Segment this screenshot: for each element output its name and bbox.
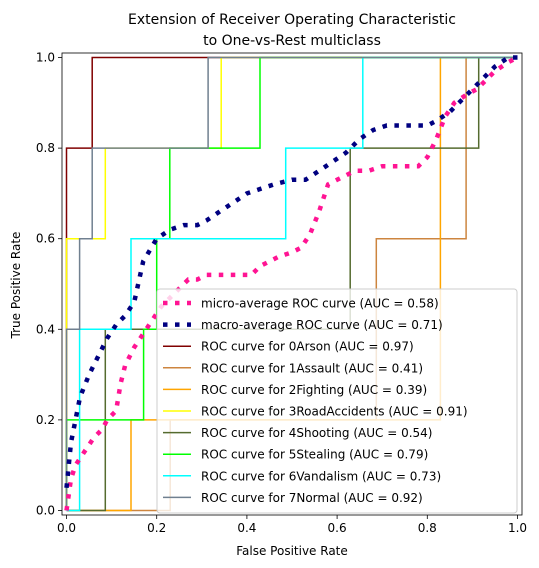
legend-box (156, 288, 518, 514)
axes-frame (61, 52, 523, 516)
legend-label-9: ROC curve for 7Normal (AUC = 0.92) (201, 491, 423, 505)
x-axis-label: False Positive Rate (236, 544, 348, 558)
legend-label-0: micro-average ROC curve (AUC = 0.58) (201, 297, 439, 311)
legend-label-1: macro-average ROC curve (AUC = 0.71) (201, 318, 443, 332)
legend: micro-average ROC curve (AUC = 0.58) macr… (156, 288, 518, 514)
x-tick-label-1: 0.2 (147, 521, 166, 535)
legend-label-4: ROC curve for 2Fighting (AUC = 0.39) (201, 383, 427, 397)
legend-label-6: ROC curve for 4Shooting (AUC = 0.54) (201, 426, 432, 440)
x-tick-label-4: 0.8 (418, 521, 437, 535)
series-line-8 (66, 56, 518, 512)
series-line-0 (64, 55, 519, 511)
legend-label-3: ROC curve for 1Assault (AUC = 0.41) (201, 361, 423, 375)
series-line-1 (64, 55, 518, 489)
y-tick-label-2: 0.4 (36, 322, 55, 336)
x-tick-label-0: 0.0 (57, 521, 76, 535)
legend-label-7: ROC curve for 5Stealing (AUC = 0.79) (201, 448, 428, 462)
x-tick-label-5: 1.0 (508, 521, 527, 535)
chart-title-line-1: Extension of Receiver Operating Characte… (128, 12, 456, 28)
y-tick-label-0: 0.0 (36, 503, 55, 517)
legend-label-5: ROC curve for 3RoadAccidents (AUC = 0.91… (201, 405, 468, 419)
chart-title-line-2: to One-vs-Rest multiclass (203, 33, 381, 49)
x-tick-label-3: 0.6 (328, 521, 347, 535)
series-line-9 (65, 56, 518, 511)
legend-label-8: ROC curve for 6Vandalism (AUC = 0.73) (201, 469, 441, 483)
y-tick-label-1: 0.2 (36, 413, 55, 427)
series-line-6 (66, 56, 518, 512)
y-tick-label-4: 0.8 (36, 141, 55, 155)
x-tick-label-2: 0.4 (237, 521, 256, 535)
axes: 0.0 0.2 0.4 0.6 0.8 1.0 0.0 0.2 0.4 0.6 0.8 1.0 (36, 51, 527, 535)
legend-label-2: ROC curve for 0Arson (AUC = 0.97) (201, 340, 414, 354)
y-tick-label-5: 1.0 (36, 51, 55, 65)
y-axis-label: True Positive Rate (9, 232, 23, 340)
y-tick-label-3: 0.6 (36, 232, 55, 246)
